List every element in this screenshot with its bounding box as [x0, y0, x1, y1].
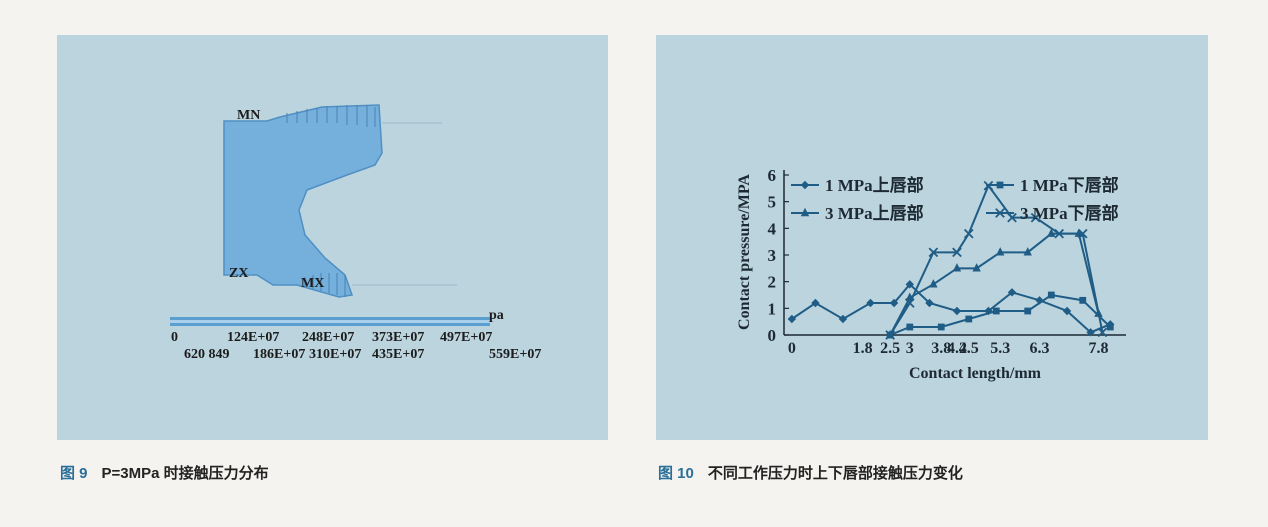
scale-top-label: 497E+07: [440, 330, 492, 345]
y-tick-label: 1: [768, 299, 777, 318]
fem-contour-plot: MN ZX MX pa 0 124E+07 248E+07 373E+07 49…: [170, 104, 541, 362]
figure10-caption-text: 不同工作压力时上下唇部接触压力变化: [707, 465, 963, 482]
data-point-x: [952, 247, 962, 258]
data-point-diamond: [1007, 288, 1017, 297]
x-tick-label: 3: [906, 340, 914, 357]
data-point-diamond: [800, 180, 810, 190]
data-point-diamond: [1035, 296, 1044, 305]
data-point-x: [1030, 212, 1041, 223]
color-scale-highlight: [170, 320, 490, 323]
figure9-caption-number: 图 9: [60, 465, 88, 482]
data-point-diamond: [889, 298, 899, 308]
scale-top-label: 124E+07: [227, 330, 279, 345]
figure10-caption: 图 10 不同工作压力时上下唇部接触压力变化: [658, 462, 963, 483]
y-tick-label: 0: [768, 326, 777, 345]
series-line-1: [791, 282, 1111, 334]
data-point-diamond: [838, 314, 848, 324]
scale-top-label: 373E+07: [372, 330, 424, 345]
data-point-square: [1079, 296, 1087, 304]
data-point-square: [992, 307, 1000, 315]
data-point-x: [995, 208, 1005, 218]
bottom-stress-hatching: [304, 273, 346, 297]
data-point-triangle: [800, 207, 810, 217]
data-point-square: [1024, 307, 1032, 315]
x-tick-label: 4.5: [959, 340, 979, 357]
y-tick-label: 6: [768, 166, 777, 185]
data-point-x: [885, 330, 895, 340]
x-tick-label: 1.8: [853, 340, 873, 357]
scale-unit: pa: [489, 308, 504, 323]
figure9-caption: 图 9 P=3MPa 时接触压力分布: [60, 462, 269, 483]
top-stress-hatching: [286, 105, 376, 127]
data-point-triangle: [1023, 247, 1032, 256]
figure9-caption-text: P=3MPa 时接触压力分布: [101, 465, 269, 482]
series-line-3: [889, 232, 1100, 336]
scale-bottom-label: 559E+07: [489, 347, 541, 362]
data-point-x: [1054, 228, 1065, 239]
scale-bottom-label: 310E+07: [309, 347, 361, 362]
contact-pressure-chart: 0 1 2 3 4 5 6 0 1.8 2.5 3 3.84.24.5 5.3 6.3 7.8 Contact…: [736, 166, 1126, 382]
legend-label: 3 MPa上唇部: [825, 203, 924, 223]
x-tick-label: 5.3: [990, 340, 1010, 357]
y-tick-label: 2: [768, 273, 777, 292]
data-point-x: [904, 298, 915, 308]
x-tick-label: 0: [788, 340, 796, 357]
data-point-square: [965, 315, 973, 323]
scale-bottom-label: 435E+07: [372, 347, 424, 362]
scale-top-label: 0: [171, 330, 178, 345]
y-tick-label: 4: [768, 219, 777, 238]
data-point-x: [1007, 212, 1017, 223]
x-tick-label: 3.8: [931, 340, 951, 357]
data-point-x: [963, 228, 974, 239]
data-point-diamond: [952, 306, 962, 316]
legend-label: 1 MPa下唇部: [1020, 175, 1119, 195]
data-point-x: [1077, 228, 1088, 239]
y-axis-label: Contact pressure/MPA: [736, 174, 753, 330]
y-tick-label: 3: [768, 246, 777, 265]
scale-bottom-label: 186E+07: [253, 347, 305, 362]
data-point-square: [906, 323, 914, 331]
label-mn: MN: [237, 108, 260, 123]
data-point-triangle: [972, 263, 981, 272]
legend-label: 3 MPa下唇部: [1020, 203, 1119, 223]
x-tick-label: 6.3: [1030, 340, 1050, 357]
data-point-diamond: [787, 314, 797, 324]
data-point-x: [928, 247, 939, 258]
x-tick-label: 7.8: [1088, 340, 1108, 357]
scale-bottom-label: 620 849: [184, 347, 230, 362]
data-point-square: [1106, 323, 1114, 331]
scale-top-label: 248E+07: [302, 330, 354, 345]
label-zx: ZX: [229, 266, 248, 281]
seal-body: [223, 104, 383, 298]
data-point-diamond: [866, 298, 875, 308]
figure9-panel: MN ZX MX pa 0 124E+07 248E+07 373E+07 49…: [57, 35, 608, 440]
legend-label: 1 MPa上唇部: [825, 175, 924, 195]
data-point-square: [1047, 291, 1055, 299]
x-tick-label: 4.2: [947, 340, 967, 357]
data-point-triangle: [952, 263, 962, 272]
figure10-caption-number: 图 10: [658, 465, 694, 482]
x-tick-label: 2.5: [880, 340, 900, 357]
x-axis-label: Contact length/mm: [909, 365, 1042, 382]
y-tick-label: 5: [768, 193, 777, 212]
data-point-x: [1097, 327, 1108, 338]
data-point-triangle: [1047, 228, 1056, 237]
figure10-panel: 0 1 2 3 4 5 6 0 1.8 2.5 3 3.8 4.2 4.5 5.3 6.3 7.8 Contact…: [656, 35, 1208, 440]
data-point-square: [937, 323, 945, 331]
label-mx: MX: [301, 276, 324, 291]
data-point-square: [996, 181, 1004, 189]
data-point-triangle: [996, 247, 1005, 256]
data-point-triangle: [929, 279, 938, 288]
